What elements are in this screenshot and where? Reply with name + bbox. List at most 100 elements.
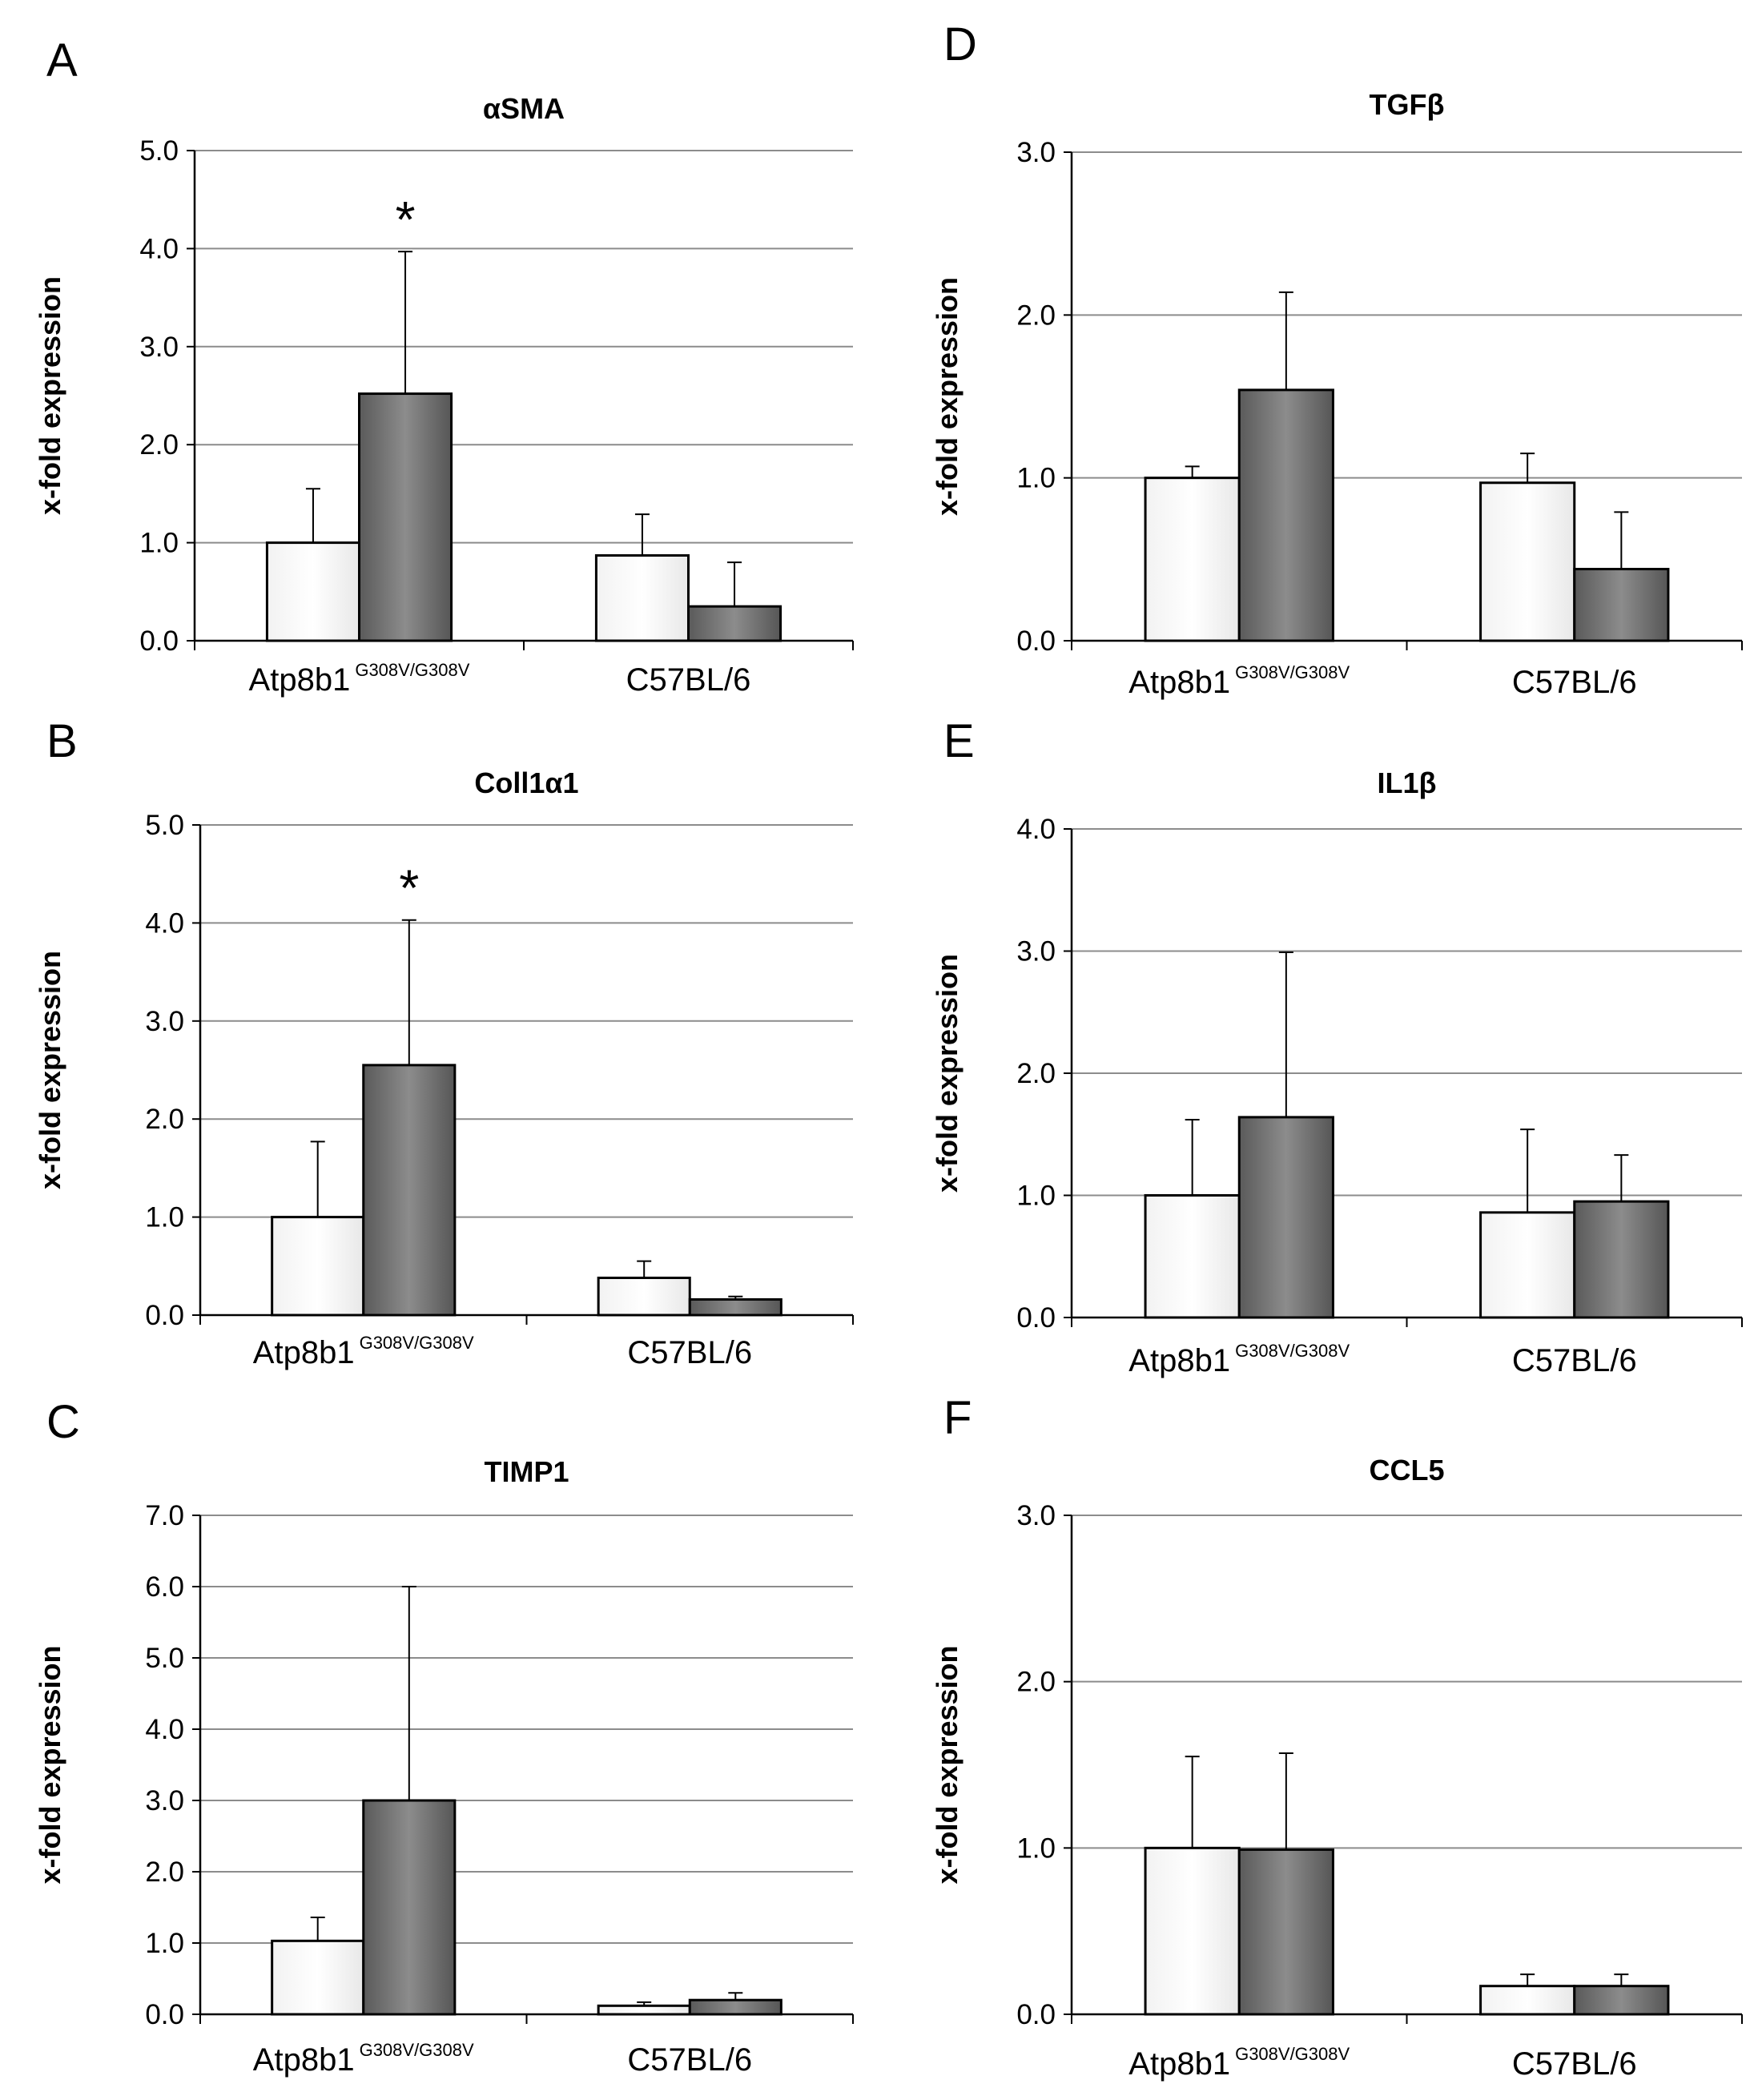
bar-control-1 — [1144, 477, 1241, 642]
bar-treated-1 — [1237, 388, 1334, 642]
y-tick-label: 0.0 — [1016, 1999, 1056, 2030]
y-tick-label: 4.0 — [145, 907, 184, 939]
y-tick-label: 0.0 — [145, 1300, 184, 1331]
chart-panel-d: D TGFβ x-fold expression 0.0 1.0 2.0 3.0 Atp8b1… — [931, 18, 1743, 700]
bar-control-2 — [597, 2004, 691, 2016]
bar-treated-2 — [688, 1998, 782, 2016]
panel-letter: E — [943, 715, 975, 767]
category-name: Atp8b1 — [1128, 2046, 1230, 2082]
category-name: C57BL/6 — [1512, 665, 1637, 700]
y-tick-label: 4.0 — [1016, 814, 1056, 845]
significance-marker: * — [396, 191, 416, 248]
bar-control-1 — [1144, 1194, 1241, 1319]
category-superscript: G308V/G308V — [1235, 1341, 1350, 1361]
y-axis-label: x-fold expression — [931, 954, 963, 1193]
category-name: C57BL/6 — [1512, 2046, 1637, 2082]
category-name: C57BL/6 — [1512, 1343, 1637, 1378]
panel-letter: D — [943, 18, 977, 70]
category-label: C57BL/6 — [1512, 1343, 1637, 1378]
category-name: Atp8b1 — [253, 1335, 355, 1370]
panel-letter: C — [46, 1396, 80, 1448]
y-tick-label: 2.0 — [139, 429, 179, 461]
bar-control-1 — [265, 541, 361, 642]
y-tick-label: 3.0 — [145, 1785, 184, 1816]
y-tick-label: 0.0 — [1016, 626, 1056, 657]
chart-panel-e: E IL1β x-fold expression 0.0 1.0 2.0 3.0 4.0 Atp… — [931, 715, 1743, 1378]
panel-letter: A — [46, 34, 78, 86]
bar-control-1 — [271, 1939, 365, 2016]
category-label: Atp8b1 G308V/G308V — [1128, 1341, 1350, 1378]
category-name: C57BL/6 — [626, 662, 751, 698]
y-tick-label: 2.0 — [1016, 1667, 1056, 1698]
y-tick-label: 3.0 — [1016, 137, 1056, 168]
y-tick-label: 5.0 — [145, 810, 184, 841]
y-tick-label: 3.0 — [139, 332, 179, 363]
bar-treated-2 — [688, 1297, 782, 1317]
y-tick-label: 4.0 — [145, 1714, 184, 1745]
significance-marker: * — [399, 859, 419, 917]
chart-panel-b: B Coll1α1 x-fold expression 0.0 1.0 2.0 3.0 4.0… — [34, 715, 854, 1370]
bar-control-2 — [1479, 1211, 1576, 1319]
chart-panel-c: C TIMP1 x-fold expression 0.0 1.0 2.0 3.0 4.0 5.… — [34, 1396, 854, 2078]
y-tick-label: 1.0 — [1016, 463, 1056, 494]
bar-treated-2 — [1573, 568, 1670, 642]
chart-title: TIMP1 — [484, 1455, 569, 1488]
bar-control-2 — [1479, 1985, 1576, 2016]
chart-title: TGFβ — [1370, 88, 1445, 121]
y-tick-label: 3.0 — [1016, 936, 1056, 968]
y-axis-label: x-fold expression — [931, 1645, 963, 1884]
y-tick-label: 2.0 — [1016, 1058, 1056, 1089]
category-name: Atp8b1 — [1128, 665, 1230, 700]
y-tick-label: 1.0 — [139, 528, 179, 559]
y-tick-label: 1.0 — [1016, 1832, 1056, 1864]
category-label: C57BL/6 — [627, 2042, 752, 2078]
bar-treated-1 — [1237, 1116, 1334, 1319]
category-label: C57BL/6 — [1512, 665, 1637, 700]
category-superscript: G308V/G308V — [360, 1333, 474, 1353]
bar-control-1 — [271, 1216, 365, 1317]
y-tick-label: 5.0 — [139, 135, 179, 167]
category-name: Atp8b1 — [1128, 1343, 1230, 1378]
y-tick-label: 3.0 — [145, 1006, 184, 1037]
category-label: Atp8b1 G308V/G308V — [1128, 662, 1350, 700]
y-tick-label: 2.0 — [145, 1857, 184, 1888]
y-axis-label: x-fold expression — [34, 951, 66, 1189]
category-name: Atp8b1 — [249, 662, 351, 698]
y-tick-label: 2.0 — [1016, 300, 1056, 331]
chart-title: CCL5 — [1369, 1454, 1444, 1486]
y-tick-label: 4.0 — [139, 233, 179, 264]
category-label: Atp8b1 G308V/G308V — [1128, 2044, 1350, 2082]
y-tick-label: 3.0 — [1016, 1500, 1056, 1531]
category-label: C57BL/6 — [1512, 2046, 1637, 2082]
bar-treated-1 — [1237, 1848, 1334, 2016]
y-tick-label: 0.0 — [1016, 1302, 1056, 1334]
bar-control-1 — [1144, 1846, 1241, 2016]
category-superscript: G308V/G308V — [360, 2040, 474, 2060]
category-label: C57BL/6 — [627, 1335, 752, 1370]
chart-title: αSMA — [483, 92, 565, 125]
chart-title: IL1β — [1378, 766, 1437, 799]
panel-letter: B — [46, 715, 78, 767]
category-superscript: G308V/G308V — [1235, 662, 1350, 682]
bar-control-2 — [594, 554, 690, 642]
y-tick-label: 7.0 — [145, 1500, 184, 1531]
chart-panel-f: F CCL5 x-fold expression 0.0 1.0 2.0 3.0 Atp8b1… — [931, 1392, 1743, 2082]
category-label: Atp8b1 G308V/G308V — [253, 2040, 474, 2078]
category-name: C57BL/6 — [627, 2042, 752, 2078]
bar-treated-2 — [1573, 1985, 1670, 2016]
y-axis-label: x-fold expression — [34, 276, 66, 515]
y-tick-label: 1.0 — [145, 1928, 184, 1959]
y-tick-label: 0.0 — [145, 1999, 184, 2030]
category-label: C57BL/6 — [626, 662, 751, 698]
bar-treated-1 — [362, 1064, 457, 1317]
y-tick-label: 2.0 — [145, 1104, 184, 1135]
y-tick-label: 1.0 — [145, 1202, 184, 1233]
panel-letter: F — [943, 1392, 972, 1444]
bar-treated-1 — [362, 1799, 457, 2016]
category-label: Atp8b1 G308V/G308V — [253, 1333, 474, 1370]
bar-treated-2 — [687, 605, 782, 642]
bar-treated-1 — [358, 392, 453, 642]
y-axis-label: x-fold expression — [34, 1645, 66, 1884]
category-superscript: G308V/G308V — [355, 660, 469, 680]
